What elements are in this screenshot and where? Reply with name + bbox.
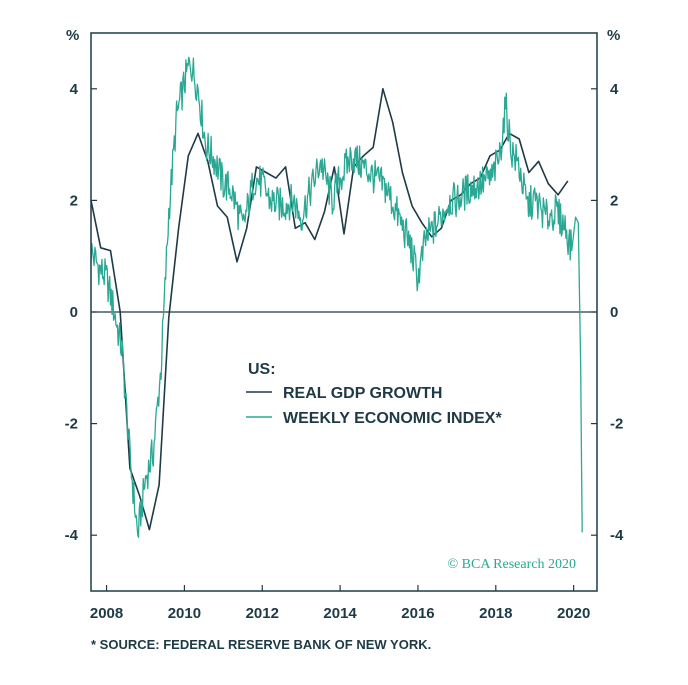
y-tick-label-left: 4	[70, 81, 79, 98]
left-unit-label: %	[66, 27, 79, 44]
series-line-weekly-economic-index	[90, 56, 583, 539]
y-tick-label-right: 0	[610, 304, 618, 321]
y-tick-label-left: 2	[70, 192, 78, 209]
x-tick-label: 2012	[246, 605, 279, 622]
footnote: * SOURCE: FEDERAL RESERVE BANK OF NEW YO…	[91, 637, 432, 652]
y-tick-label-left: -4	[65, 527, 79, 544]
plot-frame	[90, 32, 598, 592]
y-tick-label-right: -4	[610, 527, 624, 544]
y-tick-label-left: 0	[70, 304, 78, 321]
legend: US: REAL GDP GROWTH WEEKLY ECONOMIC INDE…	[246, 361, 502, 427]
x-tick-label: 2020	[557, 605, 590, 622]
copyright: © BCA Research 2020	[448, 557, 576, 572]
legend-title: US:	[248, 361, 276, 378]
x-tick-label: 2018	[479, 605, 512, 622]
y-tick-label-left: -2	[65, 416, 78, 433]
x-tick-label: 2014	[323, 605, 357, 622]
x-tick-label: 2008	[90, 605, 123, 622]
legend-label-gdp: REAL GDP GROWTH	[283, 385, 442, 402]
y-tick-label-right: 4	[610, 81, 619, 98]
x-tick-label: 2016	[401, 605, 434, 622]
y-tick-label-right: 2	[610, 192, 618, 209]
right-unit-label: %	[607, 27, 620, 44]
x-tick-label: 2010	[168, 605, 201, 622]
y-tick-label-right: -2	[610, 416, 623, 433]
legend-label-wei: WEEKLY ECONOMIC INDEX*	[283, 410, 502, 427]
